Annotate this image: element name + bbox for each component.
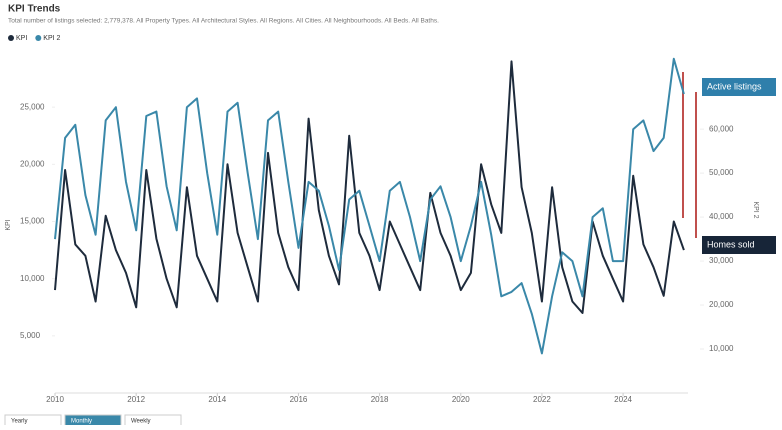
x-tick-label: 2024 (614, 395, 632, 404)
y2-tick-label: 30,000 (709, 256, 734, 265)
x-tick-label: 2022 (533, 395, 551, 404)
x-tick-label: 2020 (452, 395, 470, 404)
legend-label: KPI 2 (43, 35, 60, 42)
y-tick-label: 20,000 (20, 159, 45, 168)
toggle-button-label[interactable]: Monthly (71, 419, 92, 425)
annotation-box (702, 78, 776, 96)
legend-swatch (8, 35, 14, 41)
y2-tick-label: 40,000 (709, 212, 734, 221)
chart-title: KPI Trends (8, 4, 61, 15)
y2-tick-label: 10,000 (709, 344, 734, 353)
annotation-label: Homes sold (707, 239, 755, 249)
legend-swatch (35, 35, 42, 41)
y-tick-label: 5,000 (20, 331, 41, 340)
x-tick-label: 2010 (46, 395, 64, 404)
x-tick-label: 2018 (371, 395, 389, 404)
x-tick-label: 2016 (290, 395, 308, 404)
x-tick-label: 2014 (208, 395, 226, 404)
y-tick-label: 15,000 (20, 217, 45, 226)
y2-tick-label: 20,000 (709, 300, 734, 309)
chart-subtitle: Total number of listings selected: 2,779… (8, 18, 439, 25)
annotation-label: Active listings (707, 81, 762, 91)
series-line (54, 57, 685, 355)
annotation-box (702, 236, 776, 254)
y-axis-label: KPI (5, 219, 12, 230)
y-tick-label: 25,000 (20, 102, 45, 111)
x-tick-label: 2012 (127, 395, 145, 404)
legend-label: KPI (16, 35, 27, 42)
y-tick-label: 10,000 (20, 274, 45, 283)
series-line (54, 60, 685, 314)
toggle-button-label[interactable]: Weekly (131, 419, 151, 425)
y2-tick-label: 50,000 (709, 168, 734, 177)
y2-axis-label: KPI 2 (752, 201, 759, 218)
y2-tick-label: 60,000 (709, 124, 734, 133)
toggle-button-label[interactable]: Yearly (11, 419, 27, 425)
